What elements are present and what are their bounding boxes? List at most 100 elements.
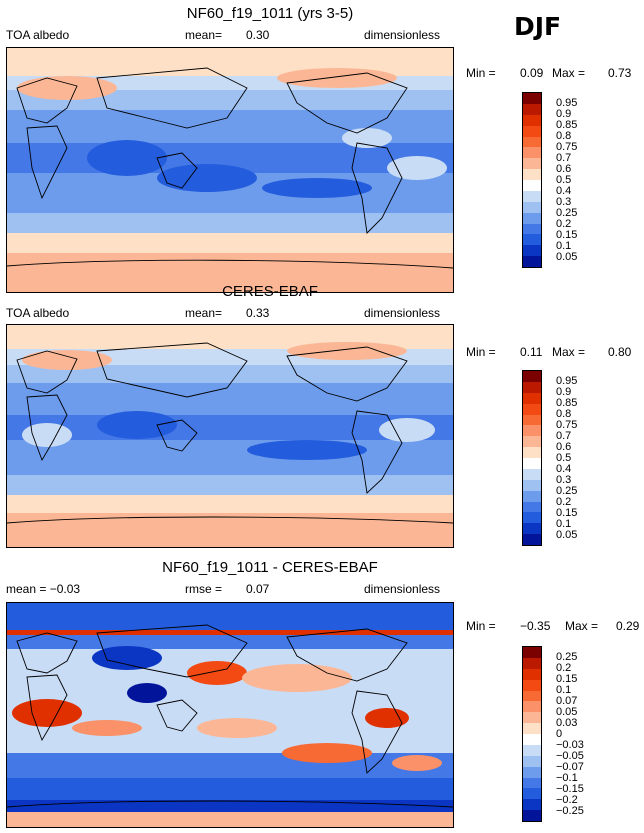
colorbar-tick-label: 0.1 bbox=[556, 518, 572, 530]
variable-label: TOA albedo bbox=[6, 306, 70, 320]
colorbar-tick-label: 0.1 bbox=[556, 684, 572, 696]
panel-title: CERES-EBAF bbox=[222, 283, 318, 300]
colorbar-tick-label: 0.05 bbox=[556, 529, 578, 541]
colorbar-tick-label: 0.25 bbox=[556, 651, 578, 663]
colorbar-swatch bbox=[523, 212, 541, 224]
colorbar-tick-label: 0.3 bbox=[556, 196, 572, 208]
colorbar-tick-label: 0.85 bbox=[556, 397, 578, 409]
colorbar-tick-label: 0 bbox=[556, 728, 563, 740]
colorbar-swatch bbox=[523, 234, 541, 246]
colorbar-tick-label: 0.25 bbox=[556, 207, 578, 219]
panel-title: NF60_f19_1011 (yrs 3-5) bbox=[186, 5, 354, 22]
colorbar-swatch bbox=[523, 523, 541, 535]
unit-label: dimensionless bbox=[364, 28, 441, 42]
colorbar-swatch bbox=[523, 392, 541, 404]
colorbar-tick-label: −0.2 bbox=[556, 794, 578, 806]
colorbar-tick-label: 0.15 bbox=[556, 507, 578, 519]
colorbar-swatch bbox=[523, 425, 541, 437]
colorbar-tick-label: 0.9 bbox=[556, 386, 572, 398]
mean-label: mean= bbox=[185, 306, 223, 320]
colorbar-swatch bbox=[523, 799, 541, 811]
min-label: Min = bbox=[466, 619, 496, 633]
max-value: 0.29 bbox=[616, 619, 640, 633]
colorbar-swatch bbox=[523, 147, 541, 159]
colorbar-tick-label: −0.05 bbox=[556, 750, 584, 762]
season-label: DJF bbox=[514, 12, 562, 41]
mean-value: 0.30 bbox=[246, 28, 270, 42]
colorbar-tick-label: 0.07 bbox=[556, 695, 578, 707]
colorbar-swatch bbox=[523, 468, 541, 480]
colorbar-tick-label: 0.95 bbox=[556, 375, 578, 387]
colorbar-model bbox=[522, 92, 542, 268]
colorbar-swatch bbox=[523, 403, 541, 415]
rmse-value: 0.07 bbox=[246, 582, 270, 596]
colorbar-swatch bbox=[523, 158, 541, 170]
colorbar-swatch bbox=[523, 755, 541, 767]
colorbar-swatch bbox=[523, 414, 541, 426]
colorbar-tick-label: 0.1 bbox=[556, 240, 572, 252]
colorbar-tick-label: 0.5 bbox=[556, 174, 572, 186]
mean-label: mean= bbox=[185, 28, 223, 42]
colorbar-swatch bbox=[523, 223, 541, 235]
colorbar-swatch bbox=[523, 93, 541, 104]
colorbar-swatch bbox=[523, 777, 541, 789]
colorbar-swatch bbox=[523, 534, 541, 545]
colorbar-tick-label: 0.75 bbox=[556, 141, 578, 153]
colorbar-swatch bbox=[523, 723, 541, 734]
colorbar-tick-label: 0.2 bbox=[556, 662, 572, 674]
colorbar-swatch bbox=[523, 180, 541, 191]
rmse-label: rmse = bbox=[185, 582, 223, 596]
unit-label: dimensionless bbox=[364, 306, 441, 320]
min-value: 0.09 bbox=[520, 66, 544, 80]
colorbar-swatch bbox=[523, 690, 541, 702]
colorbar-swatch bbox=[523, 169, 541, 180]
colorbar-swatch bbox=[523, 245, 541, 257]
colorbar-tick-label: 0.9 bbox=[556, 108, 572, 120]
max-label: Max = bbox=[565, 619, 599, 633]
min-label: Min = bbox=[466, 66, 496, 80]
colorbar-swatch bbox=[523, 679, 541, 691]
colorbar-tick-label: 0.3 bbox=[556, 474, 572, 486]
colorbar-swatch bbox=[523, 734, 541, 745]
colorbar-tick-label: 0.7 bbox=[556, 430, 572, 442]
mean-label: mean = −0.03 bbox=[6, 582, 81, 596]
min-label: Min = bbox=[466, 345, 496, 359]
colorbar-swatch bbox=[523, 447, 541, 458]
colorbar-tick-label: 0.4 bbox=[556, 463, 572, 475]
min-value: 0.11 bbox=[520, 345, 543, 359]
colorbar-tick-label: 0.85 bbox=[556, 119, 578, 131]
colorbar-tick-label: −0.03 bbox=[556, 739, 584, 751]
max-value: 0.80 bbox=[608, 345, 632, 359]
colorbar-swatch bbox=[523, 190, 541, 202]
colorbar-tick-label: 0.4 bbox=[556, 185, 572, 197]
unit-label: dimensionless bbox=[364, 582, 441, 596]
albedo-map bbox=[7, 48, 453, 292]
colorbar-tick-label: 0.7 bbox=[556, 152, 572, 164]
colorbar-obs bbox=[522, 370, 542, 546]
colorbar-swatch bbox=[523, 766, 541, 778]
colorbar-tick-label: 0.15 bbox=[556, 229, 578, 241]
colorbar-tick-label: 0.2 bbox=[556, 496, 572, 508]
colorbar-swatch bbox=[523, 201, 541, 213]
colorbar-swatch bbox=[523, 701, 541, 713]
colorbar-swatch bbox=[523, 501, 541, 513]
colorbar-swatch bbox=[523, 490, 541, 502]
variable-label: TOA albedo bbox=[6, 28, 70, 42]
colorbar-tick-label: 0.95 bbox=[556, 97, 578, 109]
colorbar-swatch bbox=[523, 436, 541, 448]
colorbar-swatch bbox=[523, 381, 541, 393]
colorbar-tick-label: −0.25 bbox=[556, 805, 584, 817]
map-model bbox=[6, 47, 454, 293]
colorbar-tick-label: 0.05 bbox=[556, 251, 578, 263]
colorbar-tick-label: 0.2 bbox=[556, 218, 572, 230]
colorbar-tick-label: 0.5 bbox=[556, 452, 572, 464]
colorbar-swatch bbox=[523, 744, 541, 756]
colorbar-tick-label: 0.8 bbox=[556, 408, 572, 420]
colorbar-swatch bbox=[523, 479, 541, 491]
colorbar-swatch bbox=[523, 647, 541, 658]
albedo-map bbox=[7, 325, 453, 547]
colorbar-tick-label: 0.6 bbox=[556, 441, 572, 453]
colorbar-swatch bbox=[523, 512, 541, 524]
max-label: Max = bbox=[552, 345, 586, 359]
max-label: Max = bbox=[552, 66, 586, 80]
